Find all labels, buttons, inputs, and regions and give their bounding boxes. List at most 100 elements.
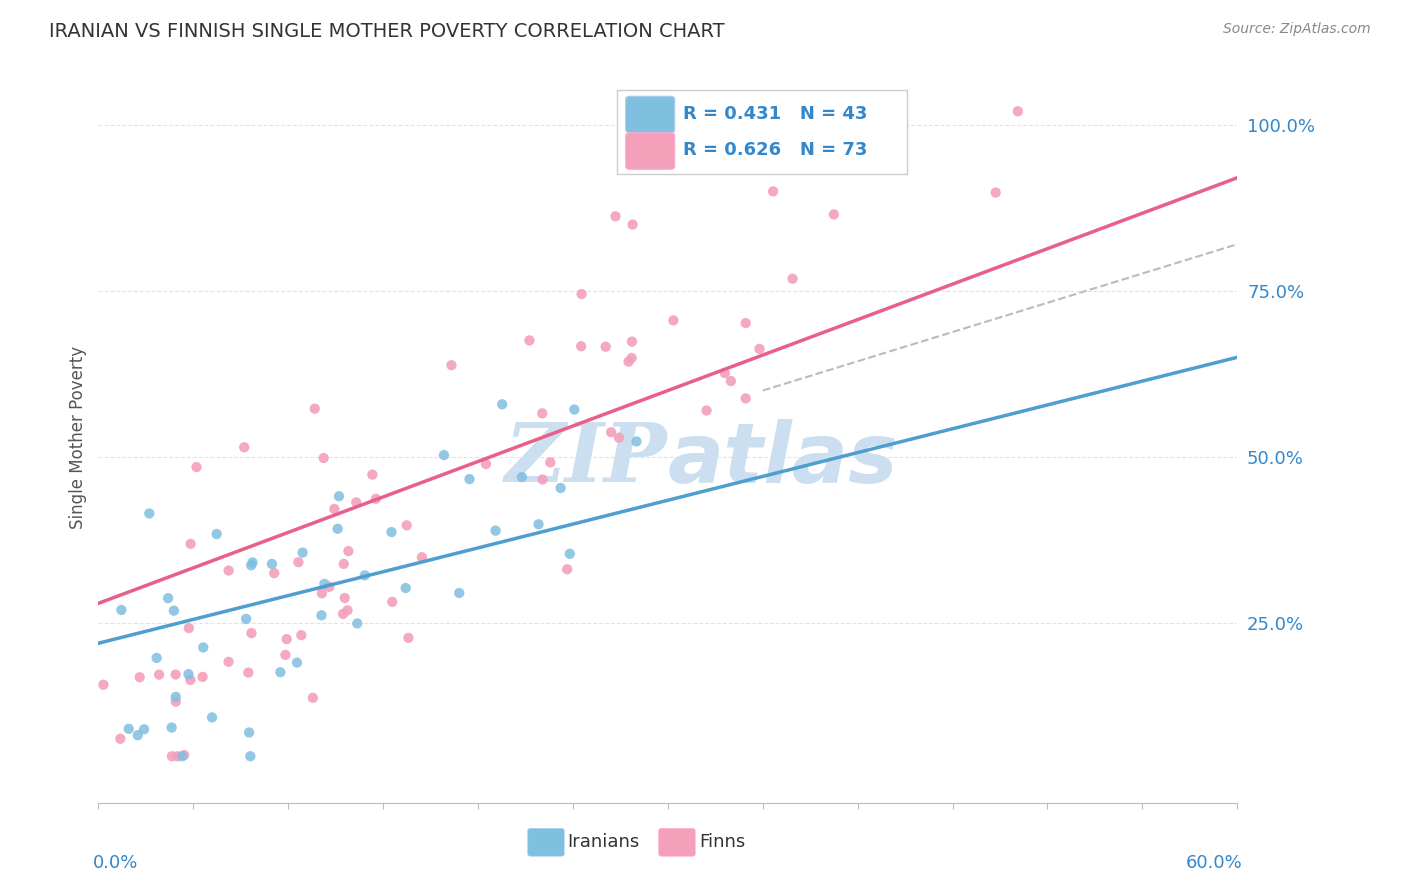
Point <box>433 448 456 462</box>
Point <box>531 406 554 420</box>
Point <box>205 527 228 541</box>
Point <box>600 425 623 440</box>
Point <box>332 557 354 571</box>
Point <box>165 667 187 681</box>
Point <box>311 586 333 600</box>
Point <box>550 481 572 495</box>
Text: atlas: atlas <box>668 418 898 500</box>
Point <box>458 472 481 486</box>
Point <box>172 749 194 764</box>
Point <box>110 731 132 746</box>
Point <box>353 568 375 582</box>
Point <box>380 524 402 539</box>
Point <box>617 354 640 368</box>
Point <box>411 550 433 565</box>
Point <box>242 556 264 570</box>
Point <box>558 547 581 561</box>
Point <box>93 678 115 692</box>
Point <box>381 595 404 609</box>
Point <box>605 209 627 223</box>
Point <box>440 358 463 372</box>
Point <box>218 564 240 578</box>
Point <box>323 502 346 516</box>
Point <box>491 397 513 411</box>
Point <box>562 402 585 417</box>
Point <box>177 667 200 681</box>
Point <box>180 537 202 551</box>
Point <box>193 640 215 655</box>
Text: ZIP: ZIP <box>505 419 668 499</box>
Point <box>696 403 718 417</box>
Point <box>260 557 283 571</box>
Point <box>166 749 188 764</box>
FancyBboxPatch shape <box>659 829 695 856</box>
Point <box>238 665 260 680</box>
Text: R = 0.626   N = 73: R = 0.626 N = 73 <box>683 141 868 160</box>
Point <box>165 695 187 709</box>
Point <box>160 721 183 735</box>
Point <box>290 628 312 642</box>
Point <box>191 670 214 684</box>
Point <box>269 665 291 680</box>
Point <box>484 524 506 538</box>
Text: 60.0%: 60.0% <box>1187 854 1243 872</box>
Point <box>344 495 367 509</box>
Point <box>748 342 770 356</box>
Y-axis label: Single Mother Poverty: Single Mother Poverty <box>69 345 87 529</box>
Point <box>782 271 804 285</box>
FancyBboxPatch shape <box>617 90 907 174</box>
Point <box>235 612 257 626</box>
Point <box>720 374 742 388</box>
Point <box>233 440 256 454</box>
Point <box>276 632 298 647</box>
Point <box>287 555 309 569</box>
Point <box>361 467 384 482</box>
Point <box>713 366 735 380</box>
Point <box>301 690 323 705</box>
Point <box>332 607 354 621</box>
Point <box>396 631 419 645</box>
Point <box>569 339 592 353</box>
Point <box>186 460 208 475</box>
Point <box>128 670 150 684</box>
Text: Finns: Finns <box>700 833 747 851</box>
Point <box>820 104 842 119</box>
Point <box>555 562 578 576</box>
Point <box>328 489 350 503</box>
Point <box>337 544 360 558</box>
Point <box>291 546 314 560</box>
Point <box>662 313 685 327</box>
Text: 0.0%: 0.0% <box>93 854 138 872</box>
Text: Iranians: Iranians <box>568 833 640 851</box>
Point <box>148 667 170 681</box>
Point <box>238 725 260 739</box>
Point <box>510 470 533 484</box>
Point <box>346 616 368 631</box>
Point <box>177 621 200 635</box>
Point <box>336 603 359 617</box>
Point <box>734 392 756 406</box>
Text: Source: ZipAtlas.com: Source: ZipAtlas.com <box>1223 22 1371 37</box>
Point <box>626 434 648 449</box>
Point <box>395 518 418 533</box>
Text: R = 0.431   N = 43: R = 0.431 N = 43 <box>683 104 868 123</box>
Point <box>218 655 240 669</box>
Point <box>173 748 195 763</box>
FancyBboxPatch shape <box>527 829 564 856</box>
Point <box>620 351 643 365</box>
Point <box>179 673 201 687</box>
Point <box>110 603 132 617</box>
Point <box>263 566 285 581</box>
FancyBboxPatch shape <box>626 133 675 169</box>
Text: IRANIAN VS FINNISH SINGLE MOTHER POVERTY CORRELATION CHART: IRANIAN VS FINNISH SINGLE MOTHER POVERTY… <box>49 22 725 41</box>
Point <box>1007 104 1029 119</box>
Point <box>620 334 643 349</box>
Point <box>285 656 308 670</box>
Point <box>621 218 644 232</box>
Point <box>595 340 617 354</box>
Point <box>201 710 224 724</box>
Point <box>395 581 418 595</box>
Point <box>723 104 745 119</box>
Point <box>326 522 349 536</box>
Point <box>160 749 183 764</box>
